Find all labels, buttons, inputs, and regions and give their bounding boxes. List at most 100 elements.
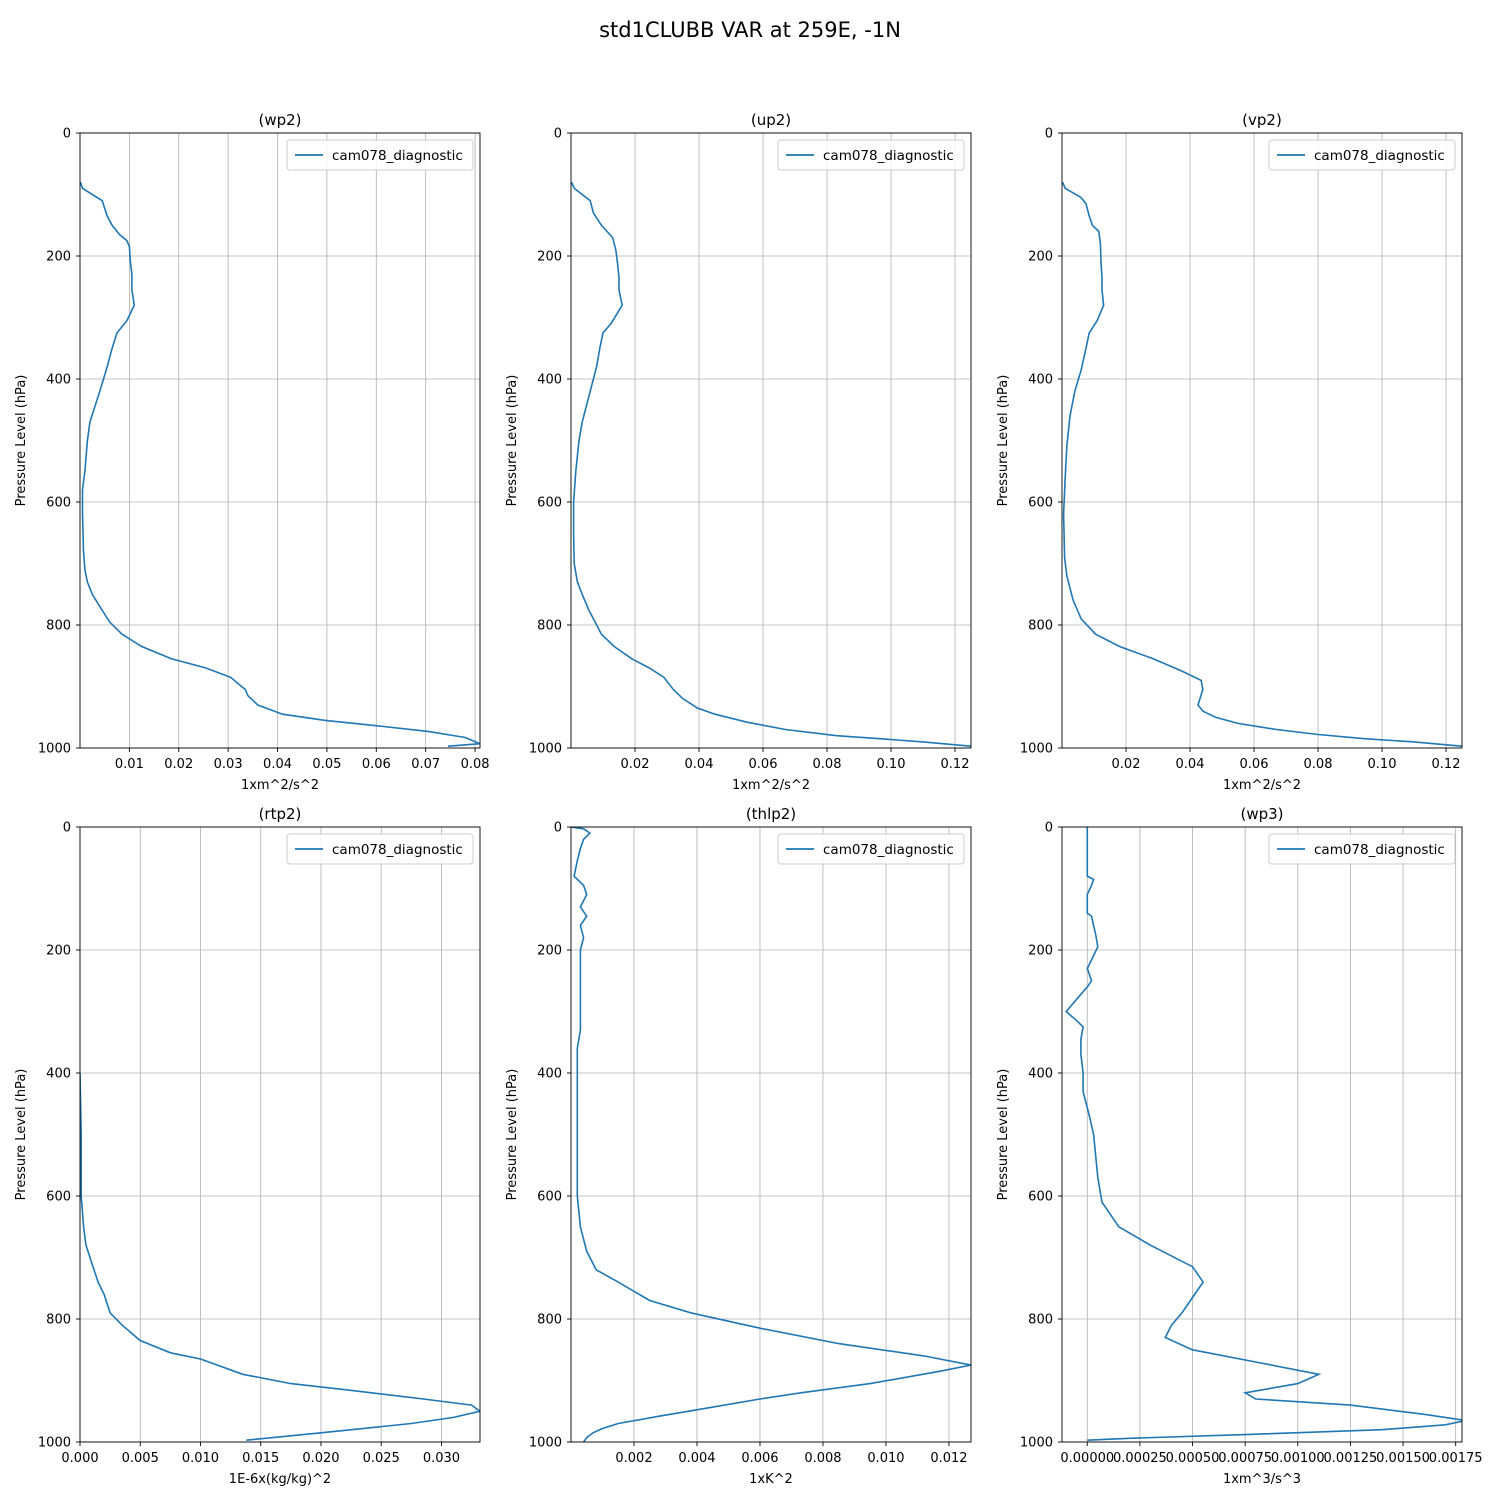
- x-tick-label: 0.04: [1176, 757, 1205, 772]
- y-tick-label: 1000: [529, 742, 562, 757]
- panel-4: 0.002 0.004 0.006 0.008 0.010 0.012 0 200 400 600…: [505, 805, 972, 1487]
- x-tick-label: 0.015: [242, 1451, 279, 1466]
- x-tick-label: 0.004: [678, 1451, 715, 1466]
- x-tick-label: 0.00100: [1271, 1451, 1325, 1466]
- x-tick-label: 0.010: [182, 1451, 219, 1466]
- y-tick-label: 800: [1028, 619, 1053, 634]
- x-tick-label: 0.025: [363, 1451, 400, 1466]
- y-tick-label: 0: [63, 821, 71, 836]
- x-tick-label: 0.08: [1304, 757, 1333, 772]
- y-tick-label: 600: [46, 496, 71, 511]
- y-tick-label: 600: [537, 496, 562, 511]
- x-tick-label: 0.08: [813, 757, 842, 772]
- x-tick-label: 0.00000: [1060, 1451, 1114, 1466]
- panel-title: (vp2): [1242, 111, 1282, 129]
- x-axis-label: 1xm^2/s^2: [241, 778, 319, 793]
- y-tick-label: 1000: [1020, 1436, 1053, 1451]
- x-tick-label: 0.12: [941, 757, 970, 772]
- y-tick-label: 800: [537, 619, 562, 634]
- x-tick-label: 0.05: [312, 757, 341, 772]
- x-tick-label: 0.06: [1240, 757, 1269, 772]
- y-tick-label: 800: [46, 619, 71, 634]
- x-tick-label: 0.000: [61, 1451, 98, 1466]
- panel-1: 0.02 0.04 0.06 0.08 0.10 0.12 0 200 400 600 800 100…: [505, 111, 972, 793]
- x-tick-label: 0.006: [741, 1451, 778, 1466]
- legend-label: cam078_diagnostic: [823, 148, 954, 164]
- x-tick-label: 0.00125: [1324, 1451, 1378, 1466]
- plot-frame: [79, 826, 481, 1443]
- legend-label: cam078_diagnostic: [332, 148, 463, 164]
- x-tick-label: 0.02: [621, 757, 650, 772]
- y-tick-label: 1000: [38, 1436, 71, 1451]
- legend-box: [286, 139, 474, 171]
- x-tick-label: 0.01: [115, 757, 144, 772]
- y-tick-label: 0: [1045, 821, 1053, 836]
- y-tick-label: 1000: [1020, 742, 1053, 757]
- x-axis-label: 1xm^3/s^3: [1223, 1472, 1301, 1487]
- x-axis-label: 1xm^2/s^2: [1223, 778, 1301, 793]
- panel-title: (wp3): [1240, 805, 1283, 823]
- y-tick-label: 200: [46, 250, 71, 265]
- x-tick-label: 0.00150: [1376, 1451, 1430, 1466]
- y-tick-label: 800: [46, 1313, 71, 1328]
- y-axis-label: Pressure Level (hPa): [996, 375, 1011, 507]
- y-tick-label: 400: [46, 373, 71, 388]
- x-tick-label: 0.008: [804, 1451, 841, 1466]
- y-axis-label: Pressure Level (hPa): [14, 375, 29, 507]
- x-tick-label: 0.04: [263, 757, 292, 772]
- y-tick-label: 400: [1028, 373, 1053, 388]
- legend: cam078_diagnostic: [777, 833, 965, 865]
- legend-box: [777, 833, 965, 865]
- x-tick-label: 0.12: [1432, 757, 1461, 772]
- panel-3: 0.000 0.005 0.010 0.015 0.020 0.025 0.030 0 200 4…: [14, 805, 481, 1487]
- series-line-0: [571, 827, 971, 1442]
- y-tick-label: 0: [1045, 127, 1053, 142]
- panel-5: 0.000000.000250.000500.000750.001000.001…: [996, 805, 1483, 1487]
- series-line-0: [1065, 827, 1462, 1441]
- x-axis-label: 1E-6x(kg/kg)^2: [229, 1472, 331, 1487]
- x-axis-label: 1xm^2/s^2: [732, 778, 810, 793]
- y-tick-label: 400: [537, 1067, 562, 1082]
- y-axis-label: Pressure Level (hPa): [505, 375, 520, 507]
- legend-box: [1268, 139, 1456, 171]
- panel-title: (wp2): [258, 111, 301, 129]
- x-tick-label: 0.08: [461, 757, 490, 772]
- y-tick-label: 0: [554, 127, 562, 142]
- y-tick-label: 200: [537, 250, 562, 265]
- x-tick-label: 0.10: [1368, 757, 1397, 772]
- y-tick-label: 200: [46, 944, 71, 959]
- y-tick-label: 400: [537, 373, 562, 388]
- y-tick-label: 600: [537, 1190, 562, 1205]
- legend: cam078_diagnostic: [286, 139, 474, 171]
- plot-frame: [79, 132, 481, 749]
- panel-title: (thlp2): [746, 805, 796, 823]
- panel-title: (rtp2): [259, 805, 302, 823]
- x-tick-label: 0.02: [1112, 757, 1141, 772]
- plot-frame: [1061, 132, 1463, 749]
- x-tick-label: 0.00075: [1218, 1451, 1272, 1466]
- x-tick-label: 0.020: [302, 1451, 339, 1466]
- legend: cam078_diagnostic: [1268, 139, 1456, 171]
- legend: cam078_diagnostic: [777, 139, 965, 171]
- x-tick-label: 0.06: [362, 757, 391, 772]
- legend-label: cam078_diagnostic: [332, 842, 463, 858]
- x-tick-label: 0.10: [877, 757, 906, 772]
- y-axis-label: Pressure Level (hPa): [505, 1069, 520, 1201]
- x-tick-label: 0.012: [930, 1451, 967, 1466]
- x-tick-label: 0.030: [423, 1451, 460, 1466]
- legend-label: cam078_diagnostic: [1314, 842, 1445, 858]
- legend-box: [286, 833, 474, 865]
- x-tick-label: 0.03: [214, 757, 243, 772]
- legend: cam078_diagnostic: [286, 833, 474, 865]
- legend: cam078_diagnostic: [1268, 833, 1456, 865]
- y-tick-label: 0: [63, 127, 71, 142]
- x-axis-label: 1xK^2: [749, 1472, 793, 1487]
- series-line-0: [80, 1072, 480, 1441]
- y-tick-label: 400: [1028, 1067, 1053, 1082]
- y-tick-label: 800: [1028, 1313, 1053, 1328]
- legend-box: [777, 139, 965, 171]
- y-tick-label: 200: [1028, 250, 1053, 265]
- panel-title: (up2): [751, 111, 791, 129]
- y-tick-label: 400: [46, 1067, 71, 1082]
- y-tick-label: 1000: [38, 742, 71, 757]
